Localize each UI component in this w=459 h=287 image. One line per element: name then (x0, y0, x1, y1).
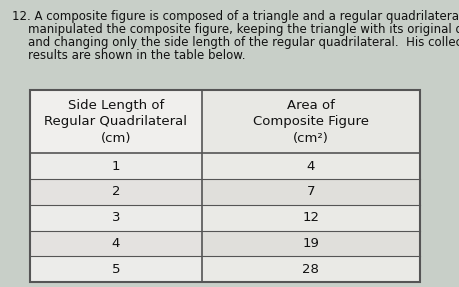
Text: 19: 19 (302, 237, 319, 250)
Bar (201, 230, 419, 256)
Bar (30, 230, 201, 256)
Text: 7: 7 (306, 185, 314, 198)
Text: and changing only the side length of the regular quadrilateral.  His collected d: and changing only the side length of the… (28, 36, 459, 49)
Text: results are shown in the table below.: results are shown in the table below. (28, 49, 245, 62)
Bar (30, 90, 201, 282)
Text: 5: 5 (112, 263, 120, 276)
Text: 2: 2 (112, 185, 120, 198)
Bar (30, 179, 201, 205)
Bar (201, 179, 419, 205)
Bar (30, 205, 201, 230)
Text: 12. A composite figure is composed of a triangle and a regular quadrilateral.  A: 12. A composite figure is composed of a … (12, 10, 459, 23)
Text: 4: 4 (112, 237, 120, 250)
Text: 28: 28 (302, 263, 319, 276)
Text: 12: 12 (302, 211, 319, 224)
Text: 3: 3 (112, 211, 120, 224)
Text: 1: 1 (112, 160, 120, 173)
Text: manipulated the composite figure, keeping the triangle with its original dimensi: manipulated the composite figure, keepin… (28, 23, 459, 36)
Text: Area of
Composite Figure
(cm²): Area of Composite Figure (cm²) (252, 99, 368, 145)
Text: 4: 4 (306, 160, 314, 173)
Bar (201, 153, 419, 179)
Bar (30, 256, 201, 282)
Bar (201, 90, 419, 282)
Bar (201, 205, 419, 230)
Bar (30, 153, 201, 179)
Bar (201, 256, 419, 282)
Bar (30, 90, 419, 282)
Text: Side Length of
Regular Quadrilateral
(cm): Side Length of Regular Quadrilateral (cm… (44, 99, 187, 145)
